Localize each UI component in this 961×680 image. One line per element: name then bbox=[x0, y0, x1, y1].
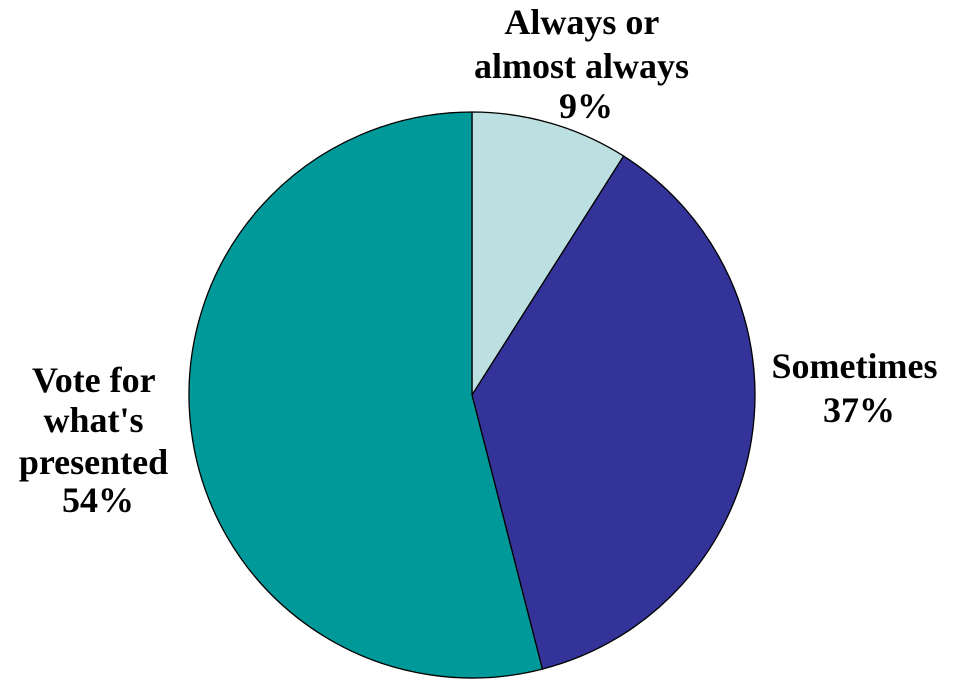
slice-label-vote: Vote for what's presented 54% bbox=[19, 360, 177, 520]
slice-label-sometimes-percent: 37% bbox=[823, 390, 895, 430]
slice-label-always-percent: 9% bbox=[559, 86, 613, 126]
pie-slice-vote bbox=[188, 111, 544, 679]
pie-slices bbox=[188, 111, 756, 679]
pie-slice-always bbox=[471, 111, 625, 398]
slice-label-sometimes-line-1: Sometimes bbox=[772, 346, 938, 386]
slice-label-always: Always or almost always 9% bbox=[474, 2, 698, 126]
slice-label-always-line-2: almost always bbox=[474, 46, 689, 86]
slice-label-vote-line-2: what's bbox=[43, 400, 143, 440]
slice-label-sometimes: Sometimes 37% bbox=[772, 346, 947, 430]
slice-label-always-line-1: Always or bbox=[504, 2, 659, 42]
slice-label-vote-percent: 54% bbox=[62, 480, 134, 520]
slice-label-vote-line-1: Vote for bbox=[32, 360, 156, 400]
slice-label-vote-line-3: presented bbox=[19, 442, 168, 482]
pie-slice-sometimes bbox=[471, 155, 756, 670]
